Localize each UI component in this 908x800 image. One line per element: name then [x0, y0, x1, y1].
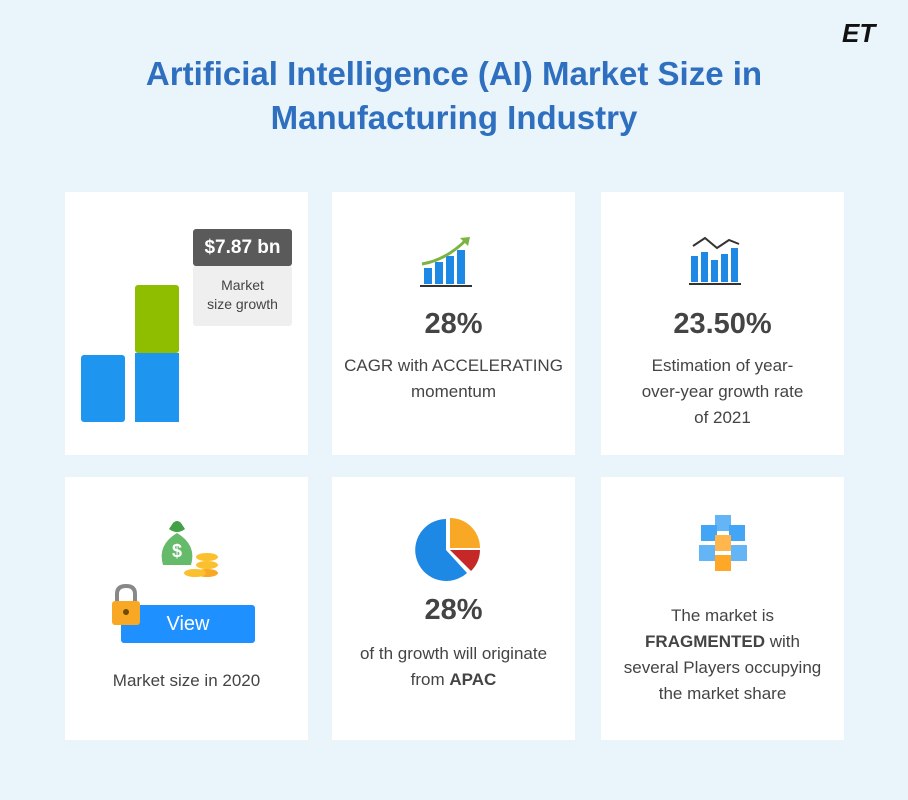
title-line: Artificial Intelligence (AI) Market Size… [145, 55, 763, 92]
card: The market is FRAGMENTED with several Pl… [601, 477, 844, 740]
caption-line: size growth [207, 296, 278, 312]
text-line: FRAGMENTED with [601, 629, 844, 655]
stat: 28% [424, 308, 483, 340]
text-line: Estimation of year- [651, 356, 794, 375]
card: $ View Market size in 2020 [65, 477, 308, 740]
title-line: Manufacturing Industry [270, 99, 638, 136]
description: Market size in 2020 [65, 668, 308, 694]
text: from [410, 670, 450, 689]
text-line: the market share [658, 684, 787, 703]
card: 23.50% Estimation of year- over-year gro… [601, 192, 844, 455]
text-line: of 2021 [694, 408, 751, 427]
caption-line: Market [221, 277, 264, 293]
stat: 28% [424, 594, 483, 626]
text-line: CAGR with ACCELERATING [344, 356, 563, 375]
cubes-icon [699, 515, 747, 571]
chart-icon [689, 236, 741, 285]
title: Artificial Intelligence (AI) Market Size… [0, 52, 908, 140]
text-line: several Players occupying [623, 658, 822, 677]
text-line: from APAC [332, 667, 575, 693]
pie-icon [415, 518, 480, 581]
bold-text: FRAGMENTED [645, 632, 765, 651]
badge: $7.87 bn [204, 237, 281, 258]
text-line: Market size in 2020 [112, 671, 261, 690]
card: 28% of th growth will originate from APA… [332, 477, 575, 740]
logo: ET [842, 18, 876, 48]
description: Estimation of year- over-year growth rat… [601, 353, 844, 431]
card: $7.87 bn Market size growth [65, 192, 308, 455]
growth-icon [420, 237, 472, 287]
text-line: over-year growth rate [641, 382, 804, 401]
description: CAGR with ACCELERATING momentum [332, 353, 575, 405]
text-line: momentum [410, 382, 497, 401]
money-icon: $ [161, 521, 218, 577]
card: 28% CAGR with ACCELERATING momentum [332, 192, 575, 455]
view-button[interactable]: View [121, 605, 255, 643]
text: with [764, 632, 800, 651]
stat: 23.50% [673, 308, 772, 340]
description: of th growth will originate from APAC [332, 641, 575, 693]
lock-icon [112, 583, 140, 625]
text-line: The market is [671, 606, 774, 625]
bar-illustration [81, 229, 292, 422]
svg-text:$: $ [172, 541, 182, 561]
text-line: of th growth will originate [359, 644, 548, 663]
bold-text: APAC [449, 670, 497, 689]
badge-caption: Market size growth [193, 276, 292, 314]
description: The market is FRAGMENTED with several Pl… [601, 603, 844, 707]
